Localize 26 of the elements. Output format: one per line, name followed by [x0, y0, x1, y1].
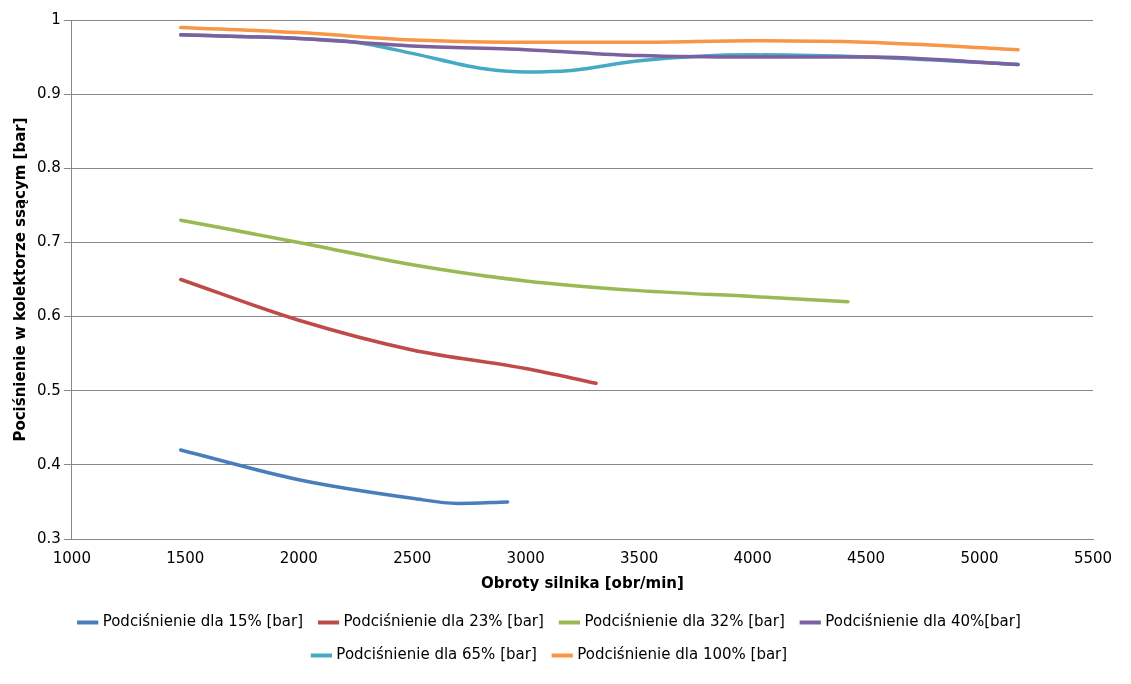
y-tick-label: 0.6 — [37, 306, 61, 325]
x-tick-label: 5000 — [960, 548, 999, 567]
legend-label: Podciśnienie dla 100% [bar] — [577, 645, 788, 664]
legend-label: Podciśnienie dla 23% [bar] — [343, 612, 544, 631]
x-tick-label: 3000 — [506, 548, 545, 567]
x-tick-label: 2500 — [393, 548, 432, 567]
y-tick-label: 1 — [51, 9, 61, 28]
x-tick-label: 5500 — [1073, 548, 1113, 567]
x-tick-label: 4000 — [733, 548, 772, 567]
y-tick-label: 0.3 — [37, 528, 61, 547]
x-tick-label: 2000 — [279, 548, 318, 567]
y-tick-label: 0.7 — [37, 232, 61, 251]
y-tick-label: 0.5 — [37, 380, 61, 399]
x-tick-label: 1000 — [52, 548, 91, 567]
y-tick-label: 0.8 — [37, 158, 61, 177]
x-tick-label: 4500 — [846, 548, 886, 567]
legend-label: Podciśnienie dla 40%[bar] — [825, 612, 1021, 631]
legend-label: Podciśnienie dla 15% [bar] — [102, 612, 304, 631]
x-axis-title: Obroty silnika [obr/min] — [481, 573, 684, 592]
y-axis-title: Pociśnienie w kolektorze ssącym [bar] — [10, 117, 29, 442]
y-tick-label: 0.9 — [37, 84, 61, 103]
legend-label: Podciśnienie dla 32% [bar] — [584, 612, 785, 631]
legend-label: Podciśnienie dla 65% [bar] — [336, 645, 537, 664]
y-tick-label: 0.4 — [37, 454, 61, 473]
x-tick-label: 1500 — [166, 548, 205, 567]
x-tick-label: 3500 — [620, 548, 659, 567]
